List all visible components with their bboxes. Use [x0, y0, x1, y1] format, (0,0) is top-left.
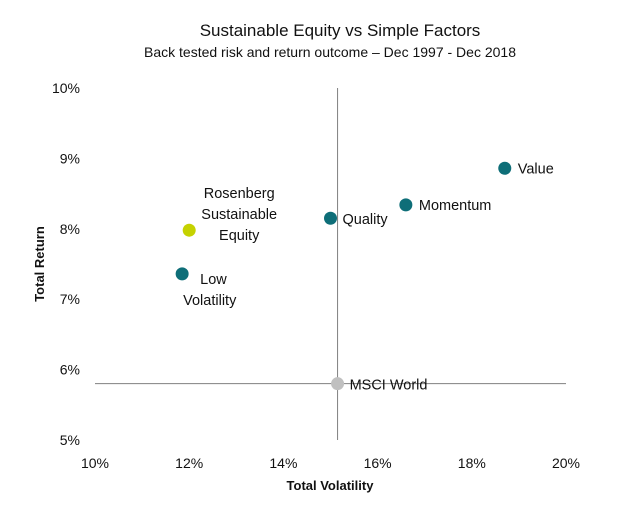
data-point-group: Rosenberg Sustainable Equity — [182, 186, 277, 244]
x-tick-label: 10% — [81, 455, 109, 471]
data-point — [331, 377, 345, 391]
data-label: Equity — [219, 228, 260, 244]
data-point-group: Quality — [324, 211, 389, 228]
x-tick-label: 18% — [458, 455, 486, 471]
data-label: MSCI World — [350, 378, 428, 394]
x-tick-label: 16% — [364, 455, 392, 471]
chart-title: Sustainable Equity vs Simple Factors — [200, 21, 481, 40]
data-label: Momentum — [419, 198, 492, 214]
data-label: Rosenberg — [204, 186, 275, 202]
data-point — [324, 211, 337, 225]
chart-subtitle: Back tested risk and return outcome – De… — [144, 44, 516, 60]
y-tick-label: 7% — [60, 291, 80, 307]
x-tick-label: 20% — [552, 455, 580, 471]
data-point — [175, 267, 189, 281]
data-point — [399, 198, 413, 212]
x-tick-label: 14% — [269, 455, 297, 471]
data-label: Value — [518, 161, 554, 177]
data-label: Low — [200, 272, 227, 288]
data-point-group: MSCI World — [331, 377, 427, 394]
data-label: Quality — [343, 212, 389, 228]
data-point-group: Low Volatility — [175, 267, 237, 309]
y-tick-label: 6% — [60, 362, 80, 378]
x-axis-label: Total Volatility — [287, 478, 375, 493]
data-point-group: Momentum — [399, 198, 491, 214]
y-tick-label: 10% — [52, 80, 80, 96]
y-tick-label: 5% — [60, 432, 80, 448]
y-axis-label: Total Return — [32, 226, 47, 302]
x-tick-label: 12% — [175, 455, 203, 471]
data-point-group: Value — [498, 161, 554, 177]
y-tick-label: 8% — [60, 221, 80, 237]
data-point — [182, 223, 196, 237]
data-label: Sustainable — [201, 207, 277, 223]
data-point — [498, 161, 512, 175]
y-tick-label: 9% — [60, 150, 80, 166]
data-label: Volatility — [183, 293, 237, 309]
